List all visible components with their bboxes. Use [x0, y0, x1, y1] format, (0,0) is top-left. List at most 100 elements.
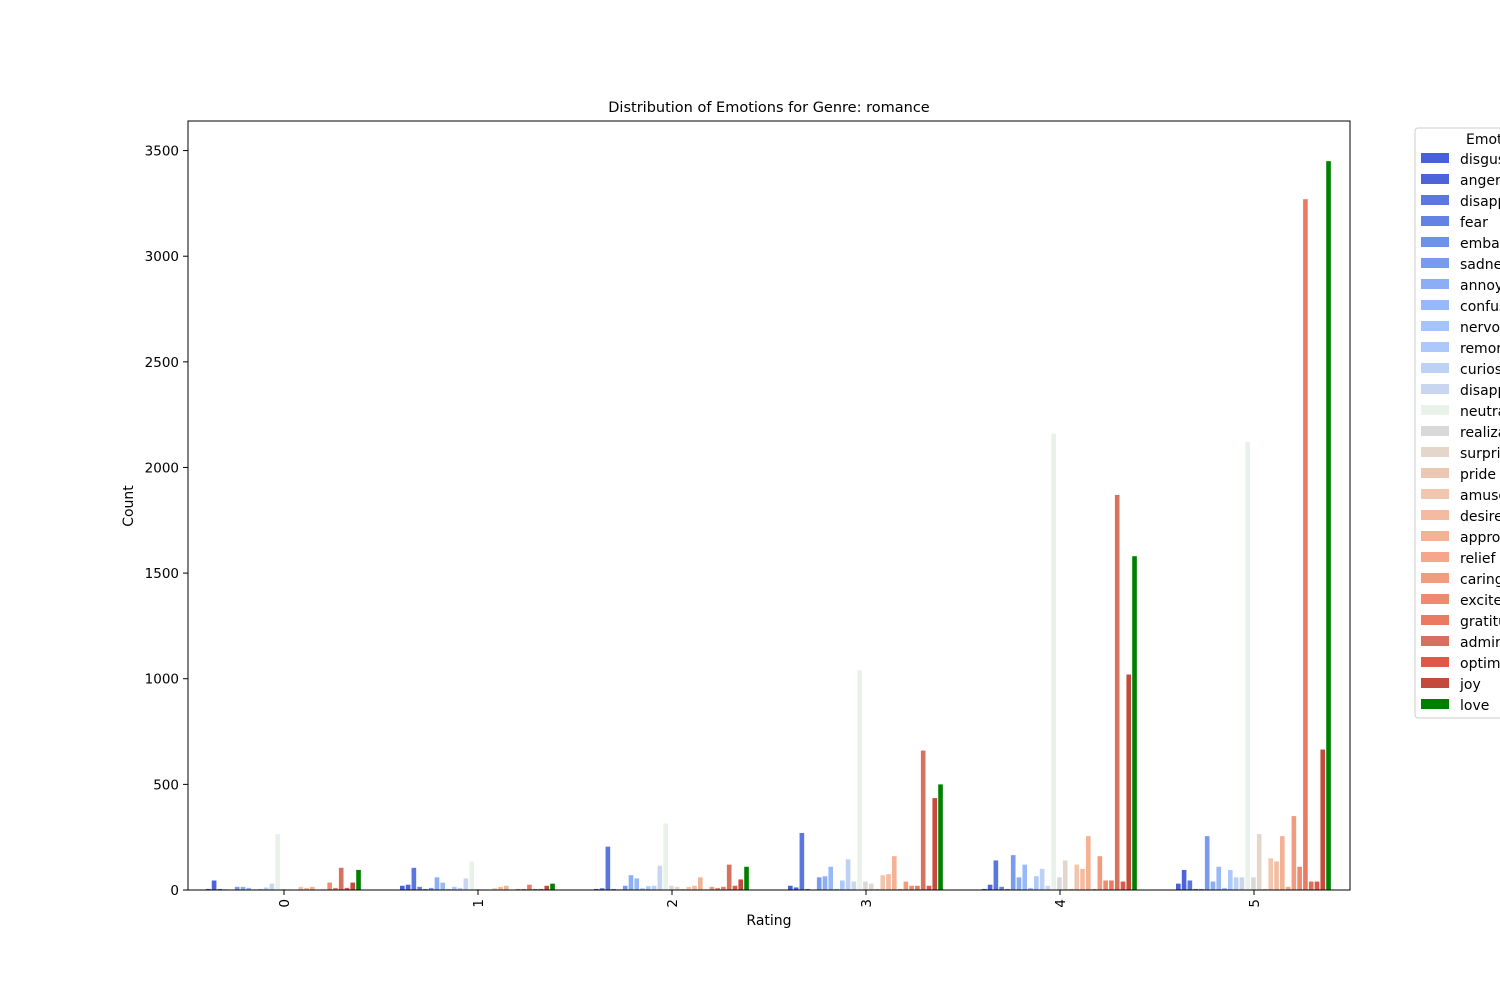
legend-label: neutra: [1460, 404, 1500, 420]
bar-caring-rating-5: [1291, 816, 1297, 890]
bar-sadne-rating-0: [234, 886, 240, 890]
bar-fear-rating-4: [999, 886, 1004, 890]
legend-label: appro: [1460, 530, 1500, 546]
bar-disgus-rating-3: [788, 885, 793, 890]
y-axis: 0 500 1000 1500 2000 2500 3000 3500: [145, 144, 188, 899]
bar-nervou-rating-1: [446, 888, 451, 890]
bar-fear-rating-1: [417, 886, 422, 890]
legend-label: excite: [1460, 593, 1500, 609]
legend-swatch: [1421, 531, 1449, 541]
bar-love-rating-4: [1132, 556, 1137, 890]
x-axis: 0 1 2 3 4 5: [277, 890, 1263, 908]
bar-joy-rating-1: [544, 885, 550, 890]
x-tick-label: 0: [277, 899, 293, 908]
bar-annoy-rating-3: [822, 876, 828, 890]
bar-optim-rating-4: [1120, 881, 1126, 890]
bar-neutra-rating-0: [275, 834, 280, 890]
legend-swatch: [1421, 384, 1449, 394]
legend-label: anger: [1460, 173, 1500, 189]
legend: Emot disgus anger disapp fear embar sadne anno…: [1414, 127, 1500, 719]
bar-annoy-rating-2: [628, 875, 634, 890]
legend-swatch: [1421, 678, 1449, 688]
legend-swatch: [1421, 321, 1449, 331]
bar-disapp-rating-3: [851, 881, 857, 890]
bar-caring-rating-1: [515, 888, 521, 890]
x-tick-label: 1: [471, 899, 487, 908]
plot-frame: [187, 120, 1351, 891]
legend-swatch: [1421, 552, 1449, 562]
bar-pride-rating-2: [680, 888, 686, 890]
bar-realiza-rating-5: [1251, 877, 1256, 890]
bar-annoy-rating-5: [1210, 881, 1216, 890]
legend-label: pride: [1460, 467, 1496, 483]
bar-disapp-rating-2: [657, 865, 663, 890]
bar-sadne-rating-2: [622, 885, 628, 890]
x-tick-label: 5: [1247, 899, 1263, 908]
legend-swatch: [1421, 426, 1449, 436]
bar-gratitu-rating-2: [721, 886, 726, 890]
bar-surpri-rating-3: [868, 883, 874, 890]
legend-label: caring: [1460, 572, 1500, 588]
legend-swatch: [1421, 573, 1449, 583]
bar-curios-rating-0: [263, 887, 269, 890]
bar-relief-rating-3: [897, 888, 903, 890]
bar-sadne-rating-5: [1204, 836, 1210, 890]
bar-neutra-rating-4: [1051, 433, 1056, 890]
bar-anger-rating-0: [211, 880, 217, 890]
bar-optim-rating-1: [538, 888, 544, 890]
bar-admir-rating-0: [338, 867, 344, 890]
bar-surpri-rating-5: [1256, 834, 1262, 890]
bar-confus-rating-5: [1216, 866, 1222, 890]
bar-joy-rating-4: [1126, 674, 1132, 890]
y-tick-label: 1500: [145, 566, 179, 582]
bar-anger-rating-5: [1181, 869, 1187, 890]
bar-desire-rating-4: [1080, 868, 1085, 890]
legend-label: nervou: [1460, 320, 1500, 336]
bar-excite-rating-0: [327, 882, 332, 890]
bar-confus-rating-4: [1022, 864, 1028, 890]
bar-joy-rating-5: [1320, 749, 1326, 890]
bar-nervou-rating-3: [834, 888, 839, 890]
legend-swatch: [1421, 657, 1449, 667]
bar-annoy-rating-0: [240, 886, 246, 890]
bar-anger-rating-3: [793, 887, 799, 890]
bar-annoy-rating-4: [1016, 877, 1022, 890]
bar-disgus-rating-5: [1176, 883, 1181, 890]
bar-confus-rating-0: [246, 887, 252, 890]
bar-admir-rating-2: [726, 864, 732, 890]
bar-gratitu-rating-0: [333, 887, 338, 890]
bar-disapp-rating-4: [993, 860, 999, 890]
y-tick-label: 2500: [145, 355, 179, 371]
bar-disgus-rating-0: [206, 888, 211, 890]
bar-appro-rating-1: [504, 885, 509, 890]
bar-surpri-rating-4: [1062, 860, 1068, 890]
bar-excite-rating-5: [1297, 866, 1302, 890]
legend-label: amuse: [1460, 488, 1500, 504]
bar-curios-rating-4: [1039, 868, 1045, 890]
x-tick-label: 2: [665, 899, 681, 908]
bar-realiza-rating-1: [475, 888, 480, 890]
bar-love-rating-5: [1326, 161, 1331, 890]
bar-embar-rating-4: [1005, 888, 1010, 890]
y-tick-label: 3500: [145, 144, 179, 160]
bar-fear-rating-2: [611, 888, 616, 890]
bar-disapp-rating-2: [605, 846, 611, 890]
legend-swatch: [1421, 636, 1449, 646]
bar-desire-rating-2: [692, 885, 697, 890]
bar-gratitu-rating-5: [1303, 199, 1308, 891]
bar-fear-rating-5: [1193, 888, 1198, 890]
bar-relief-rating-5: [1285, 886, 1291, 890]
legend-label: gratitu: [1460, 614, 1500, 630]
legend-title: Emot: [1466, 132, 1500, 148]
bar-optim-rating-5: [1314, 881, 1320, 890]
bar-pride-rating-4: [1068, 888, 1074, 890]
legend-swatch: [1421, 468, 1449, 478]
bar-optim-rating-3: [926, 885, 932, 890]
bar-disapp-rating-5: [1239, 877, 1245, 890]
bar-disgus-rating-1: [400, 885, 405, 890]
bar-relief-rating-4: [1091, 888, 1097, 890]
bar-remor-rating-2: [646, 886, 651, 890]
bar-annoy-rating-1: [434, 877, 440, 890]
bar-excite-rating-4: [1103, 880, 1108, 890]
